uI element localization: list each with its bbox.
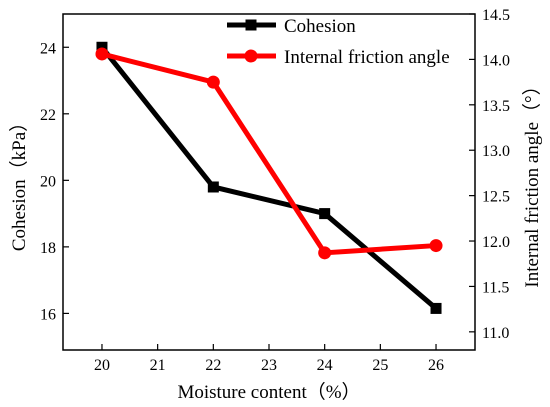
- right-y-tick-label: 11.0: [482, 325, 509, 342]
- legend-entry: Cohesion: [227, 16, 356, 37]
- data-point: [319, 208, 331, 220]
- data-point: [207, 181, 219, 193]
- right-y-tick-label: 14.0: [482, 52, 510, 69]
- x-tick-label: 26: [428, 357, 444, 374]
- x-tick-label: 21: [150, 357, 166, 374]
- left-y-tick-label: 22: [40, 107, 56, 124]
- data-point: [430, 302, 442, 314]
- x-tick-label: 20: [94, 357, 110, 374]
- left-y-tick-label: 16: [40, 306, 56, 323]
- legend-label: Internal friction angle: [284, 47, 450, 68]
- series-2: [95, 47, 443, 260]
- left-y-tick-label: 20: [40, 173, 56, 190]
- x-tick-label: 23: [261, 357, 277, 374]
- series-line: [101, 51, 437, 256]
- x-tick-label: 25: [372, 357, 388, 374]
- right-y-tick-label: 12.0: [482, 234, 510, 251]
- left-y-tick-label: 18: [40, 240, 56, 257]
- data-point: [95, 47, 109, 61]
- series-line: [100, 45, 438, 311]
- data-point: [206, 75, 220, 89]
- series-1: [96, 41, 442, 314]
- right-y-axis-title: Internal friction angle（°）: [521, 76, 543, 287]
- x-axis-title: Moisture content（%）: [177, 381, 360, 403]
- right-y-tick-label: 14.5: [482, 7, 510, 24]
- data-point: [96, 41, 108, 53]
- legend-entry: Internal friction angle: [227, 47, 450, 68]
- x-tick-label: 22: [205, 357, 221, 374]
- legend-label: Cohesion: [284, 16, 356, 37]
- x-tick-label: 24: [317, 357, 333, 374]
- right-y-tick-label: 13.5: [482, 98, 510, 115]
- left-y-tick-label: 24: [40, 40, 56, 57]
- data-point: [429, 239, 443, 253]
- legend-swatch-marker: [244, 49, 258, 63]
- left-y-axis-title: Cohesion（kPa）: [8, 113, 30, 251]
- data-point: [318, 246, 332, 260]
- series-layer: [95, 41, 443, 314]
- right-y-tick-label: 13.0: [482, 143, 510, 160]
- axis-ticks: 20 21 22 23 24 25 26 16 18 20 22 24 11.0 11.5 12.0 12.5…: [40, 7, 510, 374]
- right-y-tick-label: 11.5: [482, 279, 509, 296]
- legend-swatch-marker: [245, 19, 257, 31]
- right-y-tick-label: 12.5: [482, 189, 510, 206]
- legend: Cohesion Internal friction angle: [227, 16, 450, 68]
